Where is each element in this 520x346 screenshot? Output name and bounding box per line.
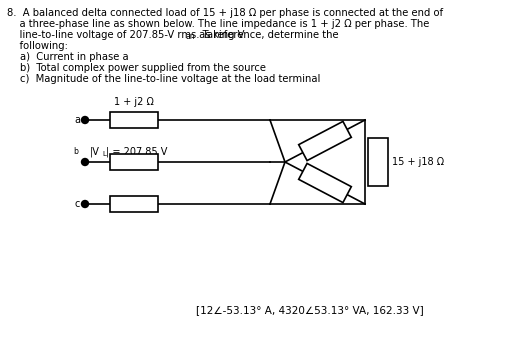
Text: a: a bbox=[74, 115, 80, 125]
Text: b)  Total complex power supplied from the source: b) Total complex power supplied from the… bbox=[20, 63, 266, 73]
Text: 1 + j2 Ω: 1 + j2 Ω bbox=[114, 97, 154, 107]
Circle shape bbox=[82, 200, 88, 208]
Text: an: an bbox=[185, 32, 194, 41]
Bar bbox=[110, 112, 158, 128]
Text: c)  Magnitude of the line-to-line voltage at the load terminal: c) Magnitude of the line-to-line voltage… bbox=[20, 74, 320, 84]
Circle shape bbox=[82, 158, 88, 165]
Text: line-to-line voltage of 207.85-V rms. Taking V: line-to-line voltage of 207.85-V rms. Ta… bbox=[7, 30, 244, 40]
Text: a three-phase line as shown below. The line impedance is 1 + j2 Ω per phase. The: a three-phase line as shown below. The l… bbox=[7, 19, 430, 29]
Circle shape bbox=[82, 117, 88, 124]
Text: |V: |V bbox=[90, 147, 100, 157]
Text: L: L bbox=[102, 151, 106, 157]
Text: [12∠-53.13° A, 4320∠53.13° VA, 162.33 V]: [12∠-53.13° A, 4320∠53.13° VA, 162.33 V] bbox=[196, 305, 424, 315]
Text: c: c bbox=[75, 199, 80, 209]
Polygon shape bbox=[298, 121, 352, 161]
Bar bbox=[110, 196, 158, 212]
Text: 15 + j18 Ω: 15 + j18 Ω bbox=[392, 157, 444, 167]
Bar bbox=[110, 154, 158, 170]
Text: | = 207.85 V: | = 207.85 V bbox=[106, 147, 167, 157]
Text: 8.  A balanced delta connected load of 15 + j18 Ω per phase is connected at the : 8. A balanced delta connected load of 15… bbox=[7, 8, 443, 18]
Text: as reference, determine the: as reference, determine the bbox=[196, 30, 339, 40]
Bar bbox=[368, 138, 388, 186]
Text: following:: following: bbox=[7, 41, 68, 51]
Polygon shape bbox=[298, 163, 352, 203]
Text: a)  Current in phase a: a) Current in phase a bbox=[20, 52, 128, 62]
Text: b: b bbox=[73, 147, 78, 156]
